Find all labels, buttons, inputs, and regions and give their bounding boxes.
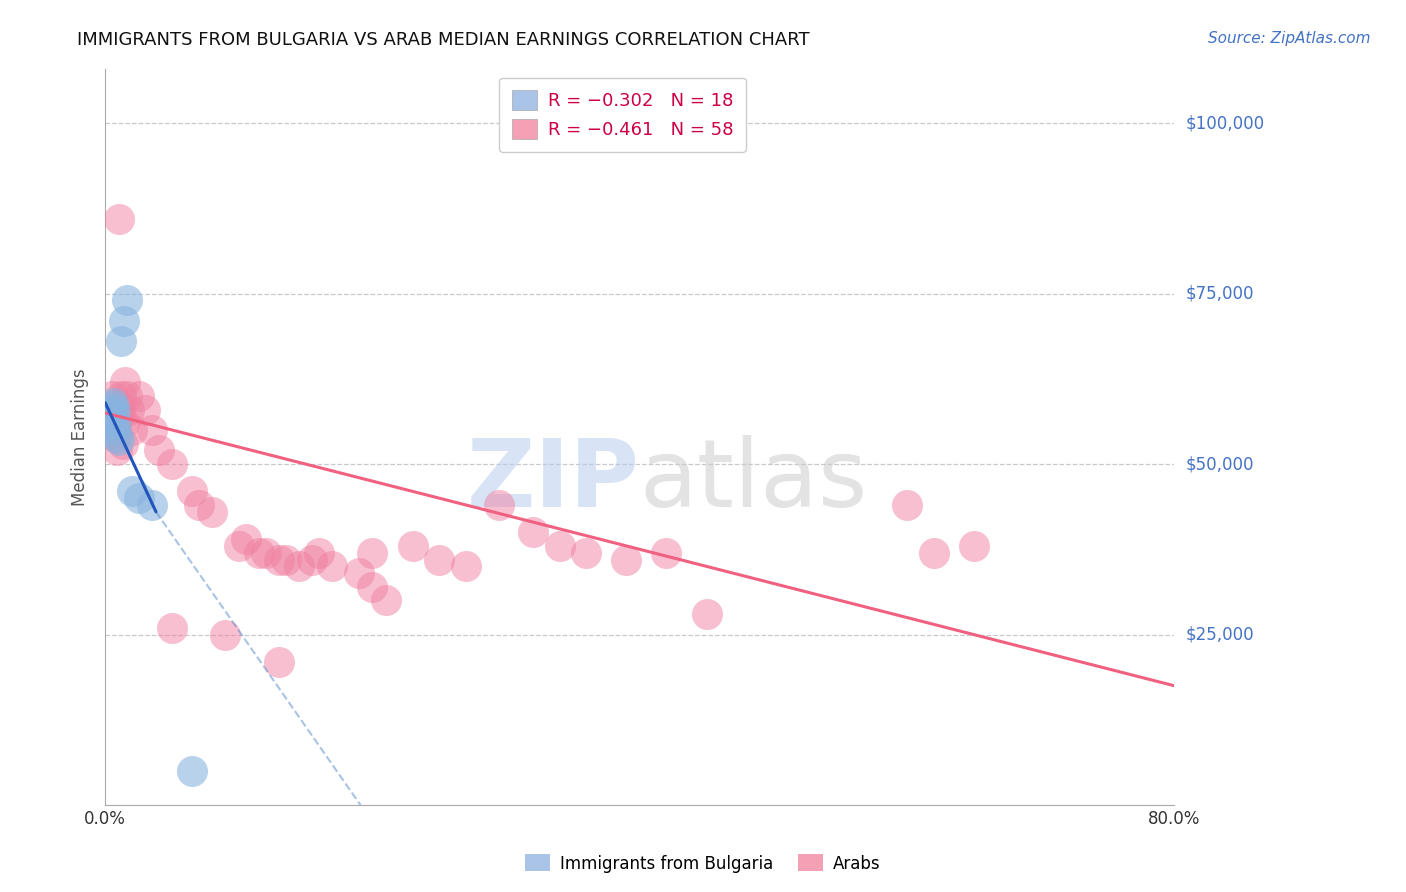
Point	[98, 402, 121, 417]
Point	[575, 546, 598, 560]
Text: $75,000: $75,000	[1185, 285, 1254, 302]
Point	[103, 409, 125, 424]
Text: $100,000: $100,000	[1185, 114, 1264, 132]
Point	[254, 546, 277, 560]
Point	[107, 211, 129, 226]
Text: atlas: atlas	[640, 435, 868, 527]
Point	[181, 484, 204, 499]
Point	[141, 498, 163, 512]
Point	[104, 416, 127, 430]
Point	[105, 443, 128, 458]
Point	[361, 580, 384, 594]
Point	[114, 376, 136, 390]
Point	[112, 416, 135, 430]
Point	[922, 546, 945, 560]
Point	[160, 621, 183, 635]
Point	[107, 434, 129, 448]
Point	[103, 395, 125, 409]
Point	[103, 430, 125, 444]
Legend: R = −0.302   N = 18, R = −0.461   N = 58: R = −0.302 N = 18, R = −0.461 N = 58	[499, 78, 747, 152]
Text: Source: ZipAtlas.com: Source: ZipAtlas.com	[1208, 31, 1371, 46]
Point	[103, 402, 125, 417]
Point	[103, 416, 125, 430]
Point	[98, 402, 121, 417]
Point	[247, 546, 270, 560]
Point	[187, 498, 209, 512]
Point	[347, 566, 370, 581]
Text: IMMIGRANTS FROM BULGARIA VS ARAB MEDIAN EARNINGS CORRELATION CHART: IMMIGRANTS FROM BULGARIA VS ARAB MEDIAN …	[77, 31, 810, 49]
Point	[128, 389, 150, 403]
Point	[115, 293, 138, 308]
Text: $25,000: $25,000	[1185, 625, 1254, 644]
Point	[522, 525, 544, 540]
Point	[134, 402, 156, 417]
Point	[108, 402, 131, 417]
Point	[128, 491, 150, 505]
Text: ZIP: ZIP	[467, 435, 640, 527]
Point	[401, 539, 423, 553]
Point	[112, 314, 135, 328]
Point	[101, 389, 124, 403]
Point	[160, 457, 183, 471]
Point	[111, 436, 134, 450]
Point	[274, 552, 297, 566]
Point	[201, 505, 224, 519]
Point	[104, 423, 127, 437]
Point	[301, 552, 323, 566]
Point	[181, 764, 204, 778]
Point	[361, 546, 384, 560]
Point	[105, 430, 128, 444]
Point	[288, 559, 311, 574]
Point	[101, 399, 124, 413]
Text: $50,000: $50,000	[1185, 455, 1254, 473]
Point	[454, 559, 477, 574]
Point	[963, 539, 986, 553]
Point	[121, 423, 143, 437]
Point	[235, 532, 257, 546]
Point	[548, 539, 571, 553]
Point	[267, 655, 290, 669]
Point	[321, 559, 343, 574]
Point	[148, 443, 170, 458]
Point	[110, 389, 132, 403]
Legend: Immigrants from Bulgaria, Arabs: Immigrants from Bulgaria, Arabs	[519, 847, 887, 880]
Point	[488, 498, 510, 512]
Point	[141, 423, 163, 437]
Point	[267, 552, 290, 566]
Point	[896, 498, 918, 512]
Point	[107, 409, 129, 424]
Point	[614, 552, 637, 566]
Point	[374, 593, 396, 607]
Point	[121, 484, 143, 499]
Point	[696, 607, 718, 621]
Point	[110, 334, 132, 349]
Point	[103, 406, 125, 420]
Point	[214, 627, 236, 641]
Point	[100, 409, 122, 424]
Point	[427, 552, 450, 566]
Point	[228, 539, 250, 553]
Y-axis label: Median Earnings: Median Earnings	[72, 368, 89, 506]
Point	[115, 389, 138, 403]
Point	[101, 416, 124, 430]
Point	[118, 402, 141, 417]
Point	[655, 546, 678, 560]
Point	[308, 546, 330, 560]
Point	[100, 423, 122, 437]
Point	[103, 423, 125, 437]
